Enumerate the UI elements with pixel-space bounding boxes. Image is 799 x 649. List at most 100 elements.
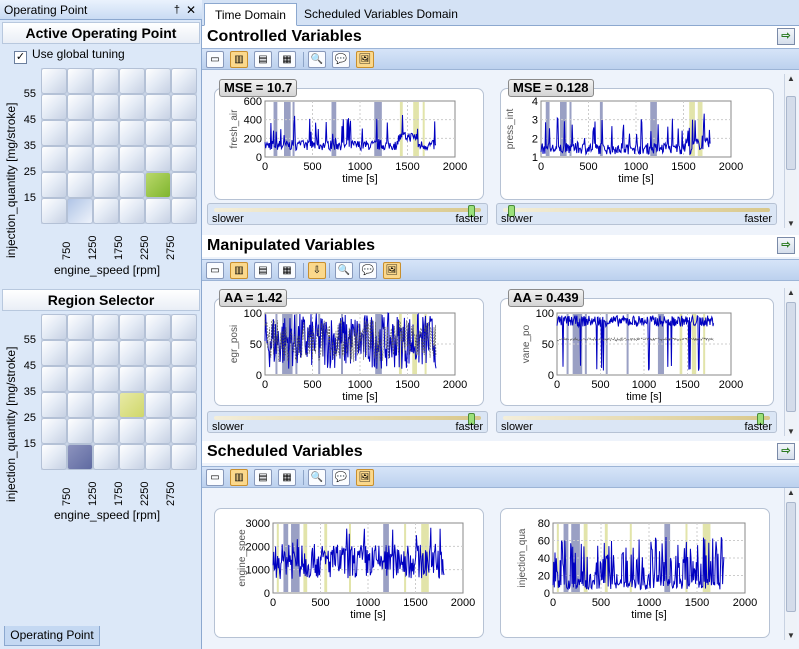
grid-cell[interactable] bbox=[93, 418, 119, 444]
grid-cell[interactable] bbox=[171, 392, 197, 418]
grid-cell[interactable] bbox=[41, 146, 67, 172]
pin-icon[interactable]: † bbox=[168, 4, 180, 16]
export-icon[interactable]: ⇨ bbox=[777, 443, 795, 460]
grid-cell[interactable] bbox=[41, 198, 67, 224]
grid-cell[interactable] bbox=[41, 418, 67, 444]
slider-thumb[interactable] bbox=[468, 413, 476, 425]
grid-view-icon[interactable]: ▦ bbox=[278, 262, 296, 279]
grid-cell[interactable] bbox=[67, 340, 93, 366]
grid-cell[interactable] bbox=[171, 366, 197, 392]
grid-cell[interactable] bbox=[145, 366, 171, 392]
single-view-icon[interactable]: ▭ bbox=[206, 51, 224, 68]
controlled-scrollbar[interactable]: ▲ ▼ bbox=[784, 74, 797, 228]
grid-cell[interactable] bbox=[93, 120, 119, 146]
grid-cell[interactable] bbox=[67, 366, 93, 392]
slider-thumb[interactable] bbox=[508, 205, 516, 217]
grid-cell[interactable] bbox=[67, 172, 93, 198]
grid-cell[interactable] bbox=[93, 94, 119, 120]
grid-cell[interactable] bbox=[93, 340, 119, 366]
speed-slider-fresh-air[interactable]: slower faster bbox=[207, 203, 488, 225]
plot-injection-quantity[interactable]: 0 20 40 60 80 0 500 1000 1500 2000 time [s] injecti… bbox=[501, 509, 771, 639]
grid-cell[interactable] bbox=[145, 340, 171, 366]
grid-cell[interactable] bbox=[93, 314, 119, 340]
split-vertical-icon[interactable]: ▥ bbox=[230, 51, 248, 68]
speed-slider-vane-po[interactable]: slower faster bbox=[496, 411, 777, 433]
scheduled-scrollbar[interactable]: ▲ ▼ bbox=[784, 488, 797, 640]
grid-cell[interactable] bbox=[119, 444, 145, 470]
grid-cell[interactable] bbox=[171, 340, 197, 366]
image-icon[interactable]: 🖼 bbox=[356, 51, 374, 68]
grid-cell[interactable] bbox=[145, 314, 171, 340]
grid-cell[interactable] bbox=[119, 172, 145, 198]
grid-cell[interactable] bbox=[145, 392, 171, 418]
grid-cell[interactable] bbox=[171, 172, 197, 198]
grid-cell[interactable] bbox=[145, 198, 171, 224]
grid-cell[interactable] bbox=[41, 444, 67, 470]
split-horizontal-icon[interactable]: ▤ bbox=[254, 262, 272, 279]
speed-slider-egr-posi[interactable]: slower faster bbox=[207, 411, 488, 433]
zoom-icon[interactable]: 🔍 bbox=[308, 469, 326, 486]
grid-cell[interactable] bbox=[171, 198, 197, 224]
grid-cell[interactable] bbox=[119, 392, 145, 418]
grid-cell[interactable] bbox=[41, 68, 67, 94]
grid-cell[interactable] bbox=[145, 172, 171, 198]
grid-cell[interactable] bbox=[119, 198, 145, 224]
grid-cell[interactable] bbox=[171, 444, 197, 470]
plot-press-int[interactable]: 1 2 3 4 0 500 1000 1500 2000 time [s] press_int bbox=[501, 89, 775, 201]
grid-cell[interactable] bbox=[67, 68, 93, 94]
grid-cell[interactable] bbox=[67, 94, 93, 120]
comment-icon[interactable]: 💬 bbox=[359, 262, 377, 279]
grid-cell[interactable] bbox=[171, 418, 197, 444]
grid-cell[interactable] bbox=[119, 120, 145, 146]
zoom-icon[interactable]: 🔍 bbox=[308, 51, 326, 68]
image-icon[interactable]: 🖼 bbox=[383, 262, 401, 279]
grid-cell[interactable] bbox=[67, 120, 93, 146]
image-icon[interactable]: 🖼 bbox=[356, 469, 374, 486]
grid-cell[interactable] bbox=[145, 120, 171, 146]
grid-view-icon[interactable]: ▦ bbox=[278, 51, 296, 68]
grid-cell[interactable] bbox=[41, 366, 67, 392]
speed-slider-press-int[interactable]: slower faster bbox=[496, 203, 777, 225]
grid-cell[interactable] bbox=[171, 68, 197, 94]
tab-operating-point[interactable]: Operating Point bbox=[4, 626, 100, 646]
zoom-icon[interactable]: 🔍 bbox=[335, 262, 353, 279]
tab-scheduled-variables-domain[interactable]: Scheduled Variables Domain bbox=[304, 7, 458, 21]
grid-cell[interactable] bbox=[93, 444, 119, 470]
operating-point-grid[interactable] bbox=[41, 68, 197, 224]
split-vertical-icon[interactable]: ▥ bbox=[230, 469, 248, 486]
grid-cell[interactable] bbox=[41, 94, 67, 120]
grid-cell[interactable] bbox=[67, 418, 93, 444]
export-icon[interactable]: ⇨ bbox=[777, 28, 795, 45]
download-icon[interactable]: ⇩ bbox=[308, 262, 326, 279]
region-selector-grid[interactable] bbox=[41, 314, 197, 470]
grid-cell[interactable] bbox=[41, 392, 67, 418]
export-icon[interactable]: ⇨ bbox=[777, 237, 795, 254]
grid-cell[interactable] bbox=[93, 172, 119, 198]
single-view-icon[interactable]: ▭ bbox=[206, 262, 224, 279]
grid-cell[interactable] bbox=[93, 366, 119, 392]
grid-cell[interactable] bbox=[145, 418, 171, 444]
split-horizontal-icon[interactable]: ▤ bbox=[254, 469, 272, 486]
slider-thumb[interactable] bbox=[468, 205, 476, 217]
global-tuning-checkbox[interactable]: ✓ bbox=[14, 51, 27, 64]
grid-cell[interactable] bbox=[171, 94, 197, 120]
grid-cell[interactable] bbox=[67, 198, 93, 224]
grid-cell[interactable] bbox=[171, 314, 197, 340]
grid-cell[interactable] bbox=[67, 314, 93, 340]
grid-cell[interactable] bbox=[119, 418, 145, 444]
grid-cell[interactable] bbox=[41, 120, 67, 146]
global-tuning-option[interactable]: ✓ Use global tuning bbox=[14, 46, 125, 64]
single-view-icon[interactable]: ▭ bbox=[206, 469, 224, 486]
grid-cell[interactable] bbox=[145, 94, 171, 120]
grid-cell[interactable] bbox=[93, 68, 119, 94]
grid-cell[interactable] bbox=[171, 120, 197, 146]
tab-time-domain[interactable]: Time Domain bbox=[204, 3, 297, 26]
comment-icon[interactable]: 💬 bbox=[332, 51, 350, 68]
grid-cell[interactable] bbox=[93, 392, 119, 418]
grid-cell[interactable] bbox=[119, 314, 145, 340]
grid-cell[interactable] bbox=[171, 146, 197, 172]
grid-cell[interactable] bbox=[145, 146, 171, 172]
grid-cell[interactable] bbox=[119, 68, 145, 94]
grid-cell[interactable] bbox=[93, 198, 119, 224]
